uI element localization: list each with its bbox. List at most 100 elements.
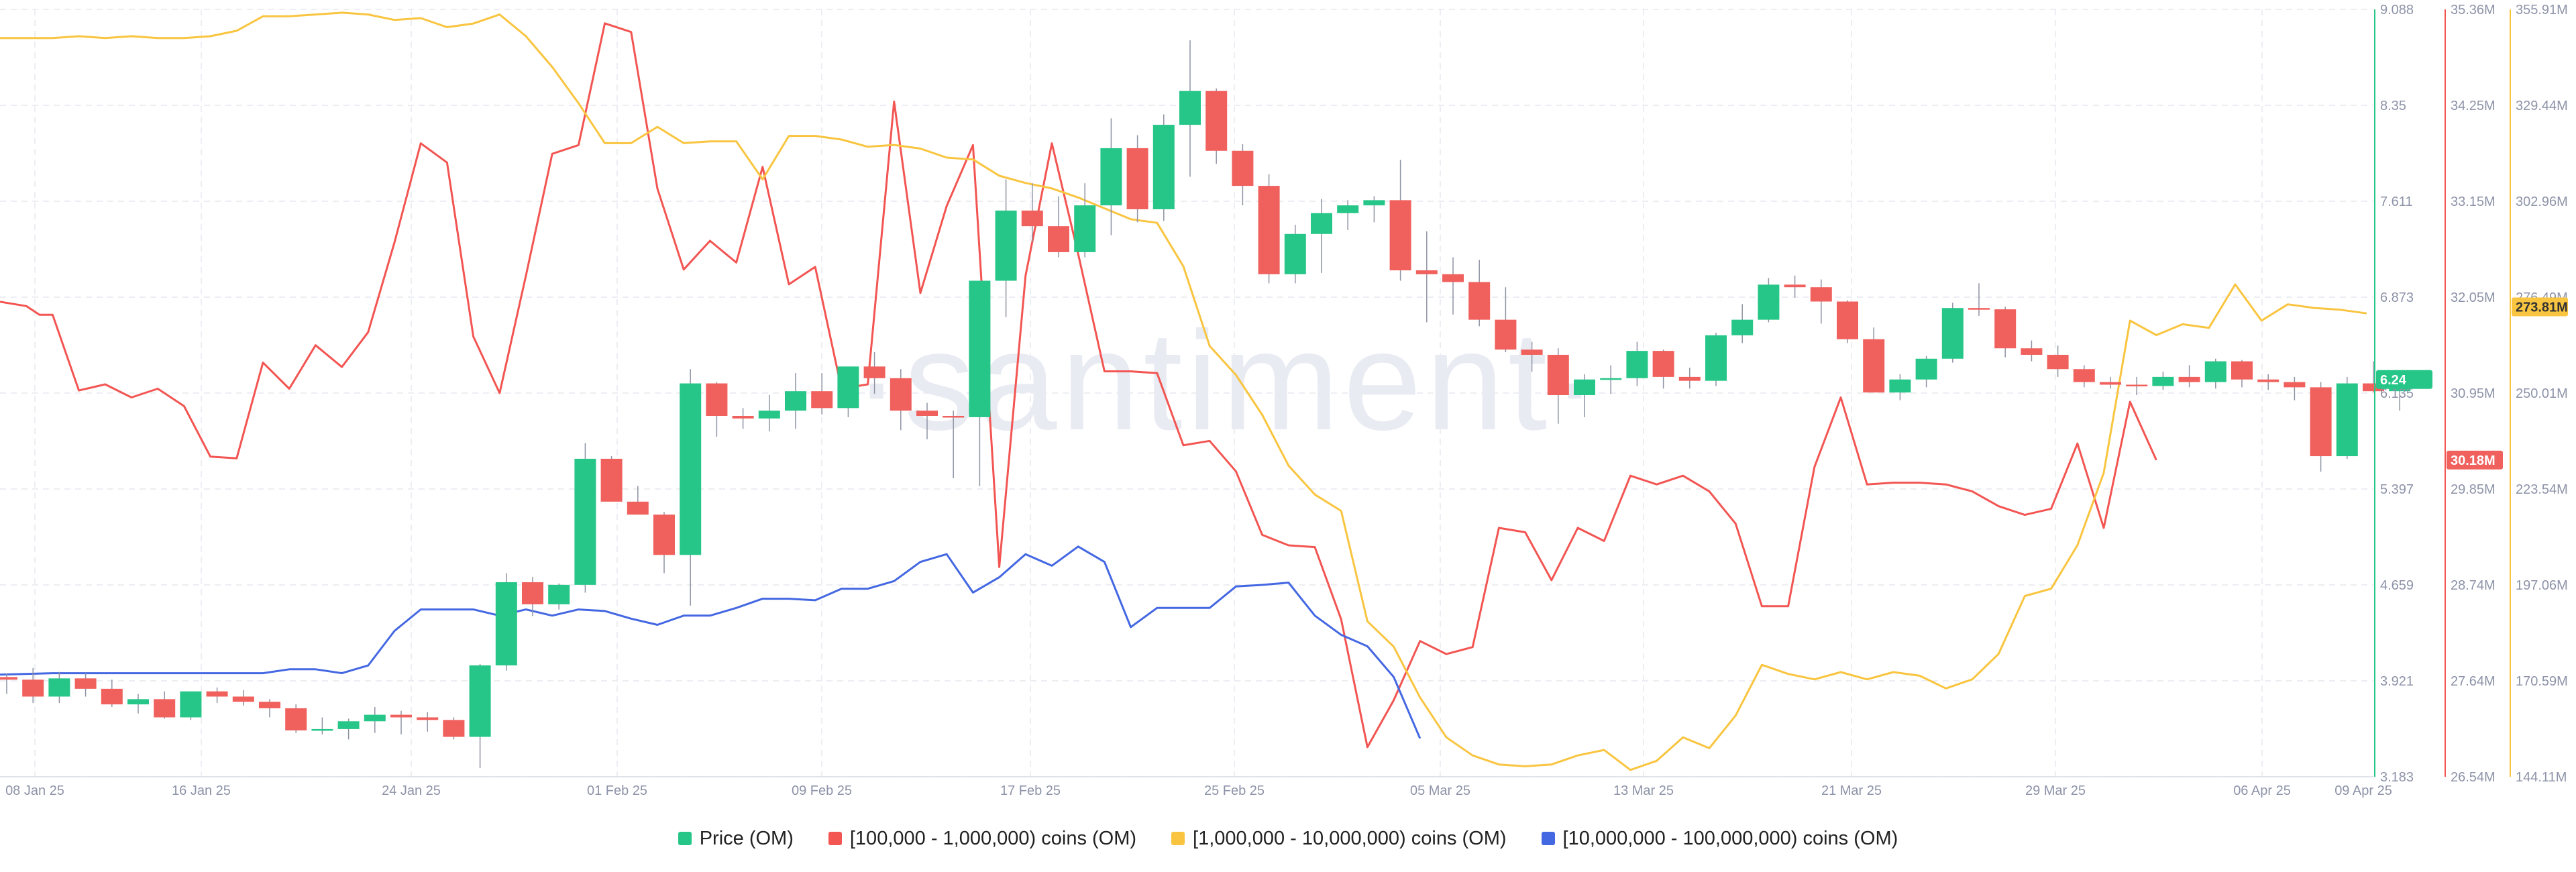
series-line-2 bbox=[0, 11, 2367, 771]
legend-item-100k-1m[interactable]: [100,000 - 1,000,000) coins (OM) bbox=[828, 828, 1136, 850]
candle-body bbox=[417, 717, 439, 720]
candle-body bbox=[574, 458, 596, 585]
candle-body bbox=[232, 696, 254, 702]
candle-body bbox=[2336, 383, 2358, 457]
watermark: ·santiment· bbox=[853, 302, 1602, 459]
candle-body bbox=[2073, 369, 2095, 382]
candle-body bbox=[653, 514, 675, 555]
candle-body bbox=[758, 411, 780, 419]
candle-body bbox=[1100, 148, 1122, 206]
candle-body bbox=[2204, 361, 2226, 382]
x-tick-label: 24 Jan 25 bbox=[382, 783, 441, 798]
y-tick-100k-1m: 35.36M bbox=[2451, 3, 2496, 17]
candle-body bbox=[1784, 284, 1806, 288]
candle-body bbox=[706, 383, 728, 417]
candles bbox=[0, 40, 2411, 769]
x-tick-label: 08 Jan 25 bbox=[5, 783, 64, 798]
legend-item-1m-10m[interactable]: [1,000,000 - 10,000,000) coins (OM) bbox=[1171, 828, 1507, 850]
candle-body bbox=[337, 721, 360, 729]
y-tick-price: 6.135 bbox=[2380, 386, 2414, 401]
candle-body bbox=[259, 702, 280, 708]
candle-body bbox=[2363, 383, 2384, 392]
candle-body bbox=[680, 383, 702, 555]
y-tick-100k-1m: 34.25M bbox=[2451, 99, 2496, 113]
x-tick-label: 01 Feb 25 bbox=[587, 783, 647, 798]
candle-body bbox=[522, 582, 543, 604]
axes: 08 Jan 25 16 Jan 25 24 Jan 25 01 Feb 25 09 F… bbox=[0, 3, 2568, 798]
candle-body bbox=[22, 679, 44, 697]
candle-body bbox=[732, 416, 754, 419]
x-tick-label: 21 Mar 25 bbox=[1821, 783, 1882, 798]
candle-body bbox=[469, 665, 491, 737]
y-tick-price: 3.921 bbox=[2380, 674, 2414, 689]
candle-body bbox=[1048, 226, 1069, 252]
candle-body bbox=[364, 714, 386, 722]
candle-body bbox=[2100, 382, 2121, 385]
x-tick-label: 13 Mar 25 bbox=[1613, 783, 1674, 798]
candle-body bbox=[2152, 376, 2174, 386]
candle-body bbox=[1863, 339, 1885, 393]
candle-body bbox=[2021, 348, 2043, 355]
x-tick-label: 17 Feb 25 bbox=[1000, 783, 1061, 798]
y-tick-100k-1m: 28.74M bbox=[2451, 578, 2496, 593]
candle-body bbox=[2231, 361, 2253, 380]
candle-body bbox=[837, 366, 859, 408]
candle-body bbox=[811, 391, 833, 408]
candle-body bbox=[390, 714, 412, 718]
candle-body bbox=[206, 691, 228, 697]
legend-label-10m-100m: [10,000,000 - 100,000,000) coins (OM) bbox=[1562, 827, 1898, 849]
candle-body bbox=[74, 678, 97, 689]
candle-body bbox=[2257, 379, 2279, 382]
series-line-3 bbox=[0, 545, 1421, 739]
candle-body bbox=[180, 691, 202, 718]
y-tick-100k-1m: 29.85M bbox=[2451, 482, 2496, 497]
legend-label-price: Price (OM) bbox=[699, 827, 794, 849]
candle-body bbox=[1968, 308, 1990, 310]
y-tick-price: 8.35 bbox=[2380, 99, 2406, 113]
candle-body bbox=[1495, 319, 1517, 350]
y-tick-price: 5.397 bbox=[2380, 482, 2414, 497]
candle-body bbox=[127, 699, 149, 705]
series-line-1 bbox=[0, 22, 2157, 749]
legend-swatch-price bbox=[678, 832, 692, 845]
candle-body bbox=[1600, 378, 1622, 380]
candle-body bbox=[1652, 351, 1674, 377]
y-tick-price: 3.183 bbox=[2380, 770, 2414, 785]
candle-body bbox=[2047, 354, 2069, 370]
candle-body bbox=[916, 411, 938, 417]
y-tick-100k-1m: 30.95M bbox=[2451, 386, 2496, 401]
candle-body bbox=[154, 699, 176, 718]
candle-body bbox=[1179, 91, 1201, 125]
candle-body bbox=[1415, 270, 1438, 274]
candle-body bbox=[48, 678, 70, 697]
candle-body bbox=[1021, 210, 1043, 227]
candle-body bbox=[1152, 125, 1175, 209]
y-tick-1m-10m: 355.91M bbox=[2516, 3, 2568, 17]
y-tick-100k-1m: 26.54M bbox=[2451, 770, 2496, 785]
candle-body bbox=[1758, 284, 1780, 320]
candle-body bbox=[995, 210, 1017, 281]
legend-item-price[interactable]: Price (OM) bbox=[678, 828, 794, 850]
y-tick-100k-1m: 32.05M bbox=[2451, 290, 2496, 305]
y-tick-1m-10m: 223.54M bbox=[2516, 482, 2568, 497]
x-tick-label: 06 Apr 25 bbox=[2233, 783, 2291, 798]
x-tick-label: 05 Mar 25 bbox=[1410, 783, 1470, 798]
candle-body bbox=[1915, 358, 1937, 380]
y-tick-1m-10m: 250.01M bbox=[2516, 386, 2568, 401]
x-tick-label: 29 Mar 25 bbox=[2025, 783, 2086, 798]
candle-body bbox=[1074, 205, 1096, 252]
candle-body bbox=[1837, 301, 1858, 339]
candle-body bbox=[1994, 309, 2017, 349]
candle-body bbox=[785, 391, 806, 411]
candle-body bbox=[1678, 376, 1701, 381]
candle-body bbox=[1705, 335, 1727, 381]
candle-body bbox=[548, 584, 570, 604]
x-tick-label: 25 Feb 25 bbox=[1204, 783, 1265, 798]
candle-body bbox=[495, 582, 517, 665]
candle-body bbox=[2178, 376, 2200, 382]
y-tick-1m-10m: 302.96M bbox=[2516, 195, 2568, 209]
y-tick-price: 6.873 bbox=[2380, 290, 2414, 305]
y-tick-1m-10m: 197.06M bbox=[2516, 578, 2568, 593]
legend-item-10m-100m[interactable]: [10,000,000 - 100,000,000) coins (OM) bbox=[1541, 827, 1898, 850]
candle-body bbox=[969, 280, 991, 417]
